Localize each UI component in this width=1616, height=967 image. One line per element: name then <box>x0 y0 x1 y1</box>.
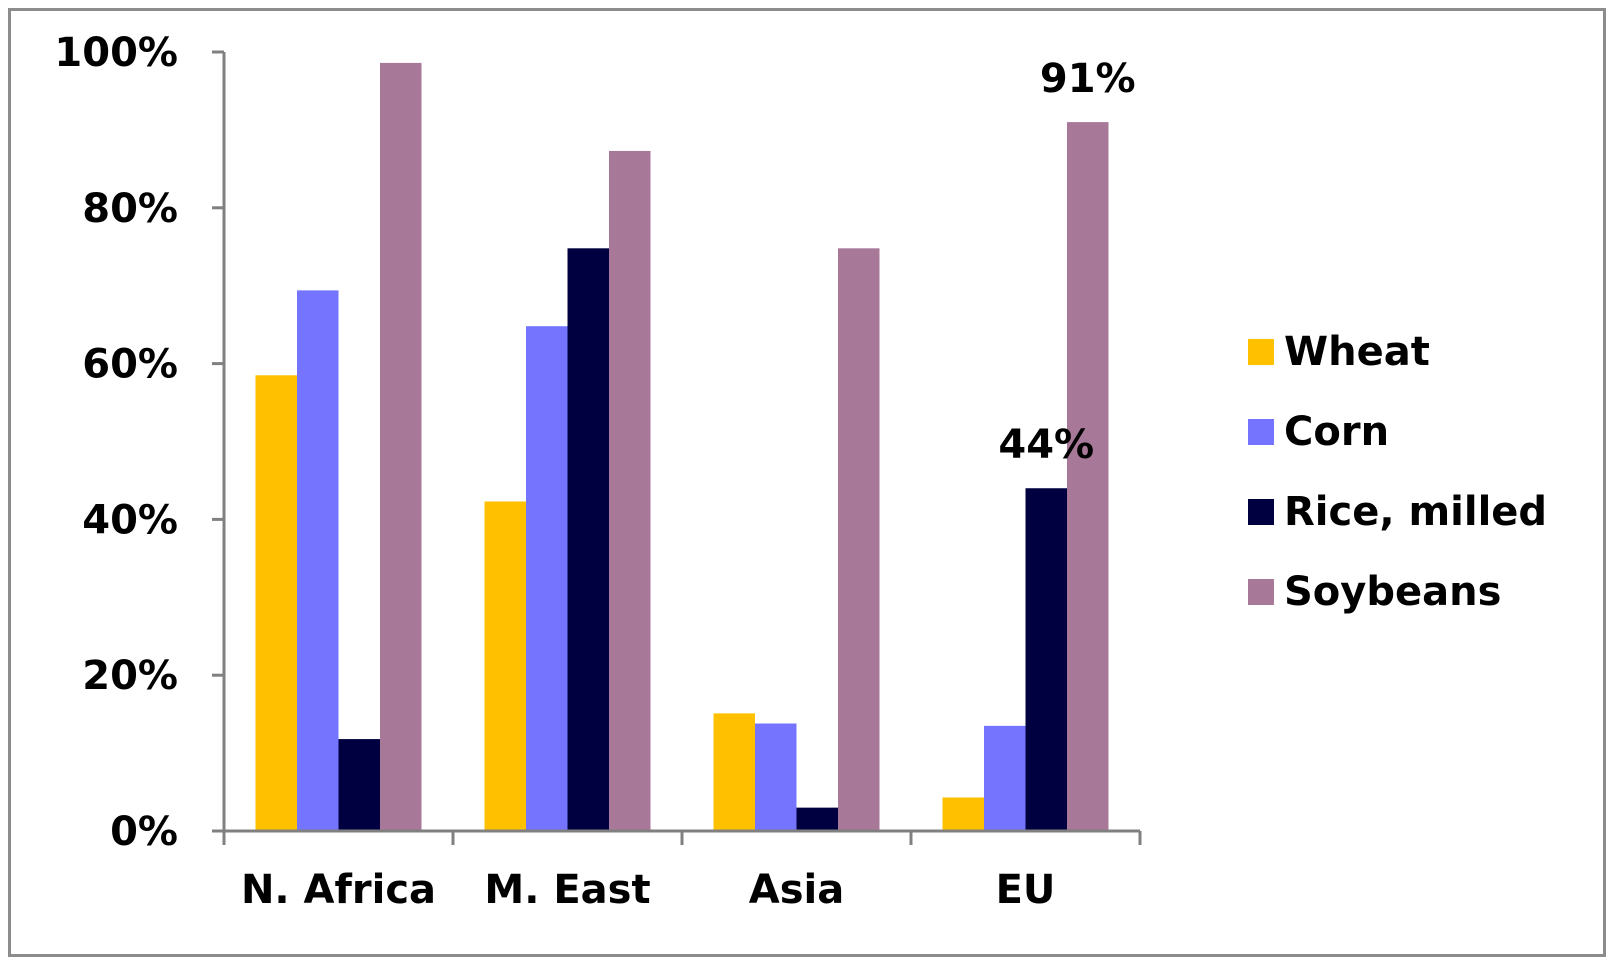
bar-eu-corn <box>984 725 1026 831</box>
legend-label-wheat: Wheat <box>1284 329 1430 375</box>
y-tick-label-0: 0% <box>110 809 178 855</box>
axes-group <box>212 50 1142 845</box>
y-tick-label-20: 20% <box>82 653 178 699</box>
bar-n-africa-soybeans <box>380 62 422 831</box>
bar-n-africa-rice-milled <box>338 739 380 831</box>
data-label-eu-soybeans: 91% <box>1040 56 1136 102</box>
y-tick-label-100: 100% <box>54 30 178 76</box>
y-tick-label-40: 40% <box>82 497 178 543</box>
y-tick-label-60: 60% <box>82 342 178 388</box>
x-category-label-m-east: M. East <box>484 867 650 913</box>
bar-asia-soybeans <box>838 248 880 832</box>
x-category-label-eu: EU <box>996 867 1056 913</box>
legend-label-corn: Corn <box>1284 409 1389 455</box>
bar-m-east-corn <box>526 326 568 831</box>
y-tick-label-80: 80% <box>82 186 178 232</box>
bars-group <box>255 62 1109 832</box>
legend-swatch-soybeans <box>1248 579 1274 605</box>
bar-asia-wheat <box>713 713 755 831</box>
legend: Wheat Corn Rice, milled Soybeans <box>1248 329 1547 615</box>
labels-group: 0% 20% 40% 60% 80% 100% N. Africa M. East Asia EU… <box>54 30 1135 913</box>
legend-label-soybeans: Soybeans <box>1284 569 1501 615</box>
legend-swatch-corn <box>1248 419 1274 445</box>
x-category-label-asia: Asia <box>749 867 844 913</box>
bar-eu-wheat <box>942 797 984 831</box>
x-category-label-n-africa: N. Africa <box>241 867 436 913</box>
legend-swatch-rice-milled <box>1248 499 1274 525</box>
bar-eu-soybeans <box>1067 122 1109 832</box>
bar-m-east-soybeans <box>609 150 651 832</box>
bar-asia-corn <box>755 723 797 831</box>
bar-asia-rice-milled <box>796 807 838 831</box>
bar-m-east-wheat <box>484 501 526 831</box>
bar-n-africa-corn <box>297 290 339 831</box>
bar-eu-rice-milled <box>1025 488 1067 831</box>
bar-m-east-rice-milled <box>567 248 609 832</box>
legend-swatch-wheat <box>1248 339 1274 365</box>
bar-n-africa-wheat <box>255 375 297 831</box>
data-label-eu-rice-milled: 44% <box>998 422 1094 468</box>
legend-label-rice-milled: Rice, milled <box>1284 489 1547 535</box>
